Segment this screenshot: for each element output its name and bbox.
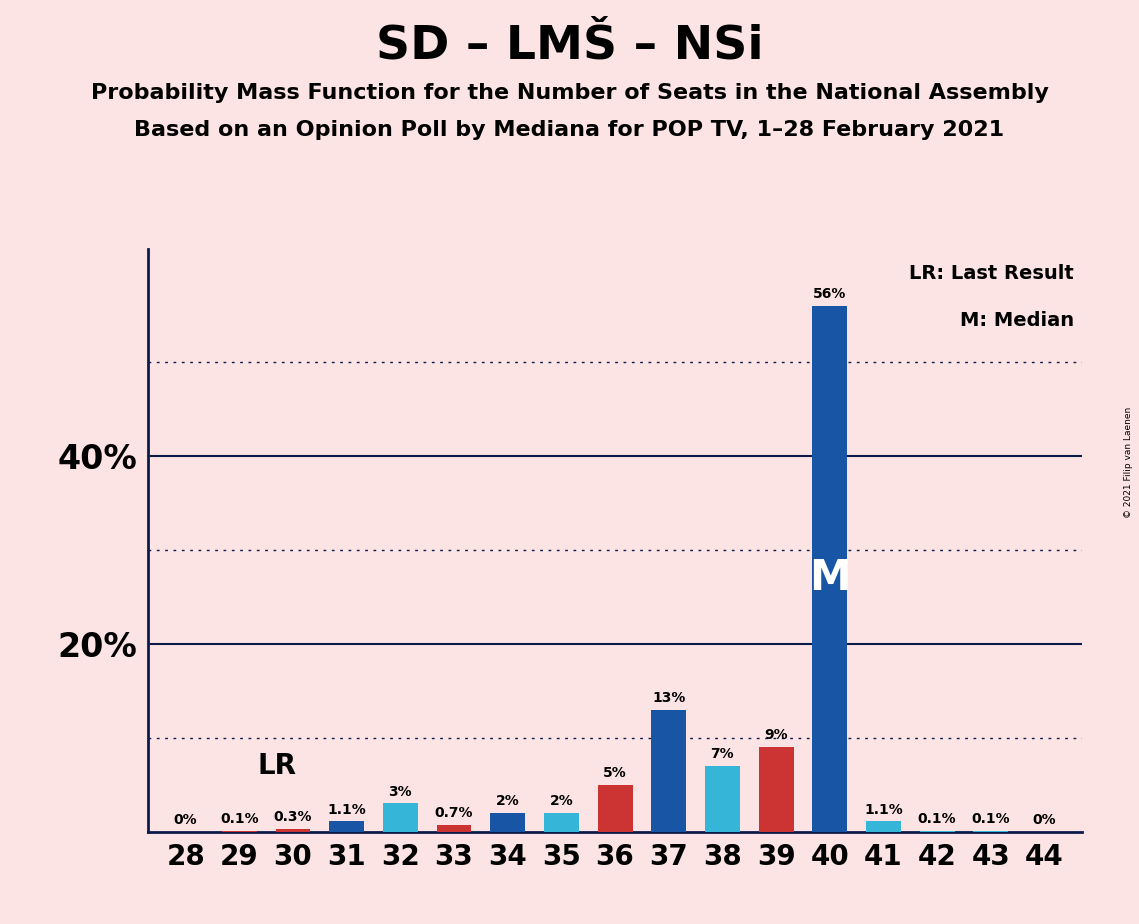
Bar — [812, 306, 847, 832]
Text: 0%: 0% — [1033, 813, 1056, 827]
Text: 56%: 56% — [813, 287, 846, 301]
Bar — [276, 829, 311, 832]
Text: 13%: 13% — [652, 691, 686, 705]
Text: 3%: 3% — [388, 784, 412, 798]
Bar — [598, 784, 632, 832]
Text: 5%: 5% — [604, 766, 626, 780]
Text: 7%: 7% — [711, 748, 735, 761]
Bar — [652, 710, 686, 832]
Text: 0.1%: 0.1% — [918, 812, 957, 826]
Text: 0%: 0% — [174, 813, 197, 827]
Text: 0.1%: 0.1% — [972, 812, 1010, 826]
Bar — [919, 831, 954, 832]
Bar — [222, 831, 256, 832]
Bar — [759, 748, 794, 832]
Text: 0.1%: 0.1% — [220, 812, 259, 826]
Text: 2%: 2% — [549, 794, 573, 808]
Text: Probability Mass Function for the Number of Seats in the National Assembly: Probability Mass Function for the Number… — [91, 83, 1048, 103]
Text: M: Median: M: Median — [960, 310, 1074, 330]
Text: 1.1%: 1.1% — [327, 803, 366, 817]
Bar — [383, 804, 418, 832]
Bar — [974, 831, 1008, 832]
Text: M: M — [809, 557, 851, 599]
Bar — [490, 813, 525, 832]
Bar — [329, 821, 364, 832]
Text: 0.3%: 0.3% — [273, 810, 312, 824]
Bar — [866, 821, 901, 832]
Bar — [544, 813, 579, 832]
Text: 1.1%: 1.1% — [865, 803, 903, 817]
Text: Based on an Opinion Poll by Mediana for POP TV, 1–28 February 2021: Based on an Opinion Poll by Mediana for … — [134, 120, 1005, 140]
Text: © 2021 Filip van Laenen: © 2021 Filip van Laenen — [1124, 407, 1133, 517]
Text: LR: LR — [257, 752, 296, 780]
Text: 0.7%: 0.7% — [435, 807, 474, 821]
Bar — [436, 825, 472, 832]
Text: LR: Last Result: LR: Last Result — [909, 263, 1074, 283]
Text: 2%: 2% — [495, 794, 519, 808]
Text: 9%: 9% — [764, 728, 788, 742]
Bar — [705, 766, 740, 832]
Text: SD – LMŠ – NSi: SD – LMŠ – NSi — [376, 23, 763, 68]
